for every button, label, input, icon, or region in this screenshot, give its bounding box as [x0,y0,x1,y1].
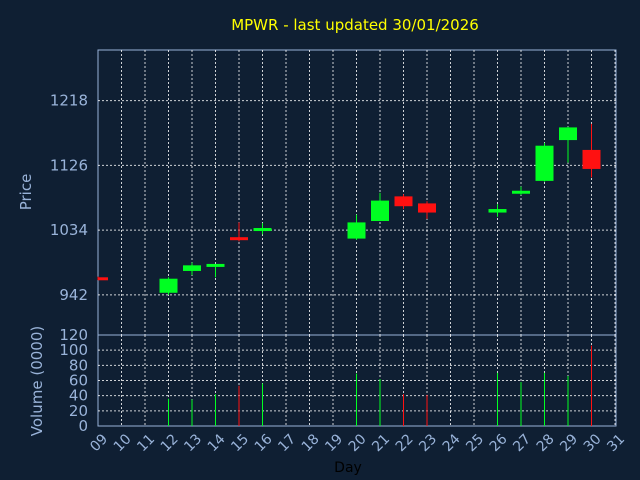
x-tick-label: 18 [299,431,323,455]
candle-body [183,265,201,271]
x-tick-label: 19 [322,431,346,455]
x-tick-label: 25 [463,431,487,455]
x-axis-label: Day [334,460,362,476]
price-tick-label: 1218 [50,92,88,110]
x-tick-label: 28 [534,431,558,455]
volume-tick-label: 20 [69,402,88,420]
x-tick-label: 09 [87,431,111,455]
candle-body [582,149,601,169]
chart-title: MPWR - last updated 30/01/2026 [231,16,479,34]
x-tick-label: 11 [134,431,158,455]
x-tick-label: 10 [111,431,135,455]
volume-tick-label: 40 [69,387,88,405]
x-tick-label: 15 [228,431,252,455]
volume-tick-label: 0 [78,417,88,435]
x-tick-label: 16 [252,431,276,455]
x-tick-label: 27 [510,431,534,455]
volume-tick-label: 120 [59,326,88,344]
x-tick-label: 13 [181,431,205,455]
candle-body [159,278,178,293]
x-tick-label: 20 [346,431,370,455]
x-tick-label: 29 [557,431,581,455]
x-tick-label: 23 [416,431,440,455]
candle-body [253,228,272,232]
price-tick-label: 1034 [50,221,88,239]
candle-body [559,127,577,141]
volume-tick-label: 60 [69,372,88,390]
x-tick-label: 30 [581,431,605,455]
price-tick-label: 1126 [50,156,88,174]
x-tick-label: 17 [275,431,299,455]
x-tick-label: 31 [604,431,628,455]
x-tick-label: 14 [205,431,229,455]
x-tick-label: 12 [158,431,182,455]
candle-body [347,222,366,239]
x-tick-label: 24 [440,431,464,455]
candle-body [371,200,389,221]
candle-body [418,203,436,213]
candle-body [394,196,413,207]
volume-tick-label: 80 [69,356,88,374]
candle-body [230,237,248,241]
price-axis-label: Price [17,174,35,211]
candle-body [98,277,108,281]
candle-body [488,209,507,213]
x-tick-label: 22 [393,431,417,455]
candle-body [206,263,225,267]
x-tick-label: 26 [487,431,511,455]
x-tick-label: 21 [369,431,393,455]
volume-tick-label: 100 [59,341,88,359]
price-tick-label: 942 [59,286,88,304]
candle-body [512,190,530,194]
volume-axis-label: Volume (0000) [28,326,46,436]
candle-body [535,145,554,181]
